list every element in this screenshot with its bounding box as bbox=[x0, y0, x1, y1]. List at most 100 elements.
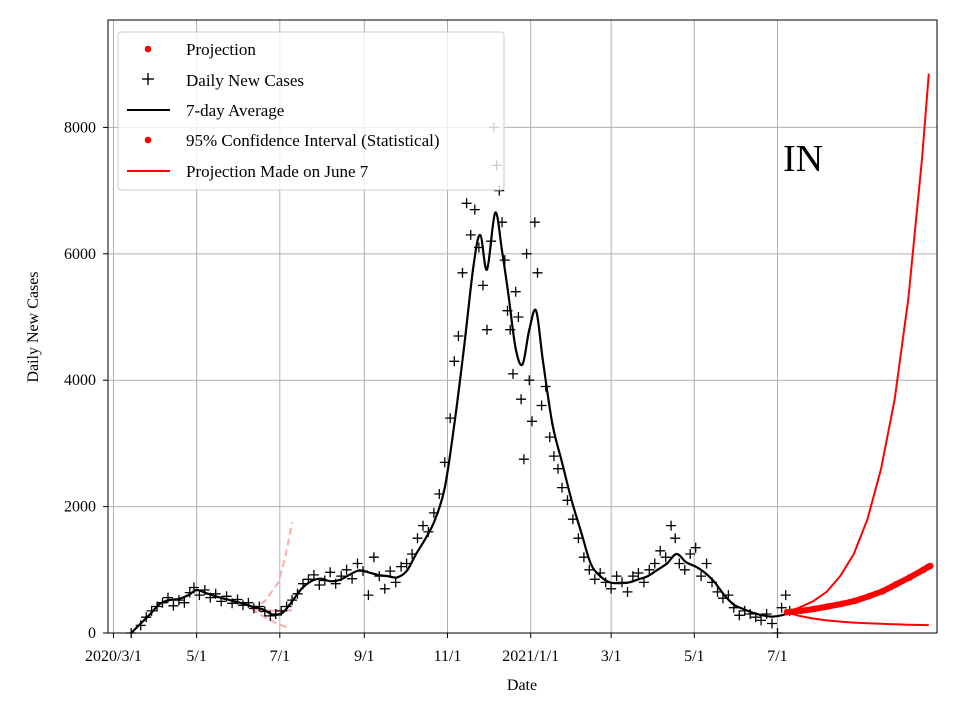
daily-case-point-49 bbox=[396, 561, 407, 572]
daily-case-point-113 bbox=[674, 558, 685, 569]
legend-projection-marker bbox=[144, 45, 152, 53]
daily-case-point-128 bbox=[756, 615, 767, 626]
daily-case-point-41 bbox=[352, 558, 363, 569]
daily-case-point-52 bbox=[412, 533, 423, 544]
daily-case-point-66 bbox=[478, 280, 488, 291]
daily-case-point-116 bbox=[690, 542, 701, 553]
projection-point-0 bbox=[783, 608, 791, 616]
projection-point-7 bbox=[879, 587, 886, 595]
y-tick-label-4: 8000 bbox=[64, 119, 96, 136]
daily-case-point-80 bbox=[518, 454, 529, 465]
y-tick-label-0: 0 bbox=[88, 625, 96, 642]
daily-case-point-111 bbox=[666, 520, 677, 531]
daily-case-point-40 bbox=[347, 573, 358, 584]
daily-case-point-109 bbox=[655, 545, 666, 556]
daily-case-point-12 bbox=[194, 590, 205, 601]
confidence-interval-lower-line bbox=[785, 611, 929, 627]
daily-case-point-110 bbox=[660, 552, 671, 563]
legend-seven-day-average-label: 7-day Average bbox=[186, 101, 284, 120]
y-tick-label-1: 2000 bbox=[64, 499, 96, 516]
daily-case-point-103 bbox=[622, 586, 633, 597]
daily-case-point-100 bbox=[606, 583, 617, 594]
x-tick-label-3: 9/1 bbox=[354, 648, 374, 665]
daily-case-point-44 bbox=[368, 552, 379, 563]
daily-case-point-39 bbox=[341, 564, 352, 575]
daily-case-point-90 bbox=[553, 463, 563, 474]
daily-case-point-86 bbox=[536, 400, 547, 411]
daily-case-point-9 bbox=[179, 597, 190, 608]
daily-case-point-85 bbox=[532, 267, 543, 278]
daily-case-point-83 bbox=[527, 416, 537, 427]
y-axis-label: Daily New Cases bbox=[25, 271, 42, 382]
daily-case-point-91 bbox=[557, 482, 567, 493]
legend-june-projection-label: Projection Made on June 7 bbox=[186, 162, 369, 181]
daily-case-point-34 bbox=[314, 580, 325, 590]
legend-confidence-interval-marker bbox=[144, 136, 152, 144]
x-tick-label-2: 7/1 bbox=[270, 648, 290, 665]
projection-point-4 bbox=[838, 600, 845, 608]
x-axis-label: Date bbox=[507, 677, 537, 694]
projection-point-8 bbox=[892, 581, 900, 588]
daily-case-point-33 bbox=[308, 569, 319, 580]
daily-case-point-117 bbox=[696, 571, 707, 582]
daily-case-point-58 bbox=[445, 413, 456, 424]
x-tick-label-1: 5/1 bbox=[186, 648, 206, 665]
daily-case-point-124 bbox=[734, 610, 745, 621]
daily-case-point-53 bbox=[418, 520, 428, 531]
x-tick-label-8: 7/1 bbox=[767, 648, 787, 665]
daily-case-point-36 bbox=[325, 567, 336, 578]
daily-case-point-115 bbox=[685, 549, 696, 559]
daily-case-point-132 bbox=[776, 602, 787, 613]
daily-case-point-78 bbox=[513, 312, 524, 322]
daily-case-point-47 bbox=[385, 566, 396, 577]
earlier-projection-upper bbox=[250, 522, 294, 610]
y-tick-label-3: 6000 bbox=[64, 246, 96, 263]
projection-point-2 bbox=[810, 605, 818, 613]
daily-case-point-112 bbox=[670, 533, 681, 544]
daily-case-point-133 bbox=[780, 590, 791, 601]
projection-layer bbox=[783, 73, 934, 627]
daily-case-point-95 bbox=[578, 552, 589, 563]
daily-case-point-108 bbox=[649, 558, 660, 569]
plot-frame bbox=[107, 19, 938, 634]
projection-point-12 bbox=[926, 562, 934, 570]
daily-case-point-79 bbox=[516, 394, 527, 405]
daily-case-point-63 bbox=[465, 229, 476, 240]
daily-case-point-84 bbox=[529, 217, 540, 228]
ticks-layer: 2020/3/1 5/1 7/1 9/1 11/1 2021/1/1 3/1 5/1 7/1 0 2… bbox=[64, 119, 788, 665]
daily-case-point-61 bbox=[457, 267, 468, 278]
seven-day-average-layer bbox=[130, 211, 787, 634]
projection-point-9 bbox=[906, 574, 914, 581]
daily-case-point-60 bbox=[453, 331, 464, 341]
projection-point-6 bbox=[865, 593, 873, 600]
x-tick-label-6: 3/1 bbox=[601, 648, 621, 665]
daily-case-point-88 bbox=[544, 432, 555, 443]
y-tick-label-2: 4000 bbox=[64, 372, 96, 389]
daily-case-point-3 bbox=[146, 605, 157, 616]
daily-case-point-114 bbox=[679, 564, 690, 575]
x-tick-label-0: 2020/3/1 bbox=[85, 648, 142, 665]
daily-case-point-59 bbox=[449, 356, 460, 367]
legend-daily-cases-marker bbox=[142, 73, 154, 85]
daily-case-point-7 bbox=[168, 600, 179, 611]
x-tick-label-5: 2021/1/1 bbox=[502, 648, 559, 665]
daily-case-point-96 bbox=[584, 564, 595, 575]
daily-case-point-46 bbox=[379, 583, 390, 594]
projection-point-3 bbox=[824, 603, 832, 610]
daily-case-point-107 bbox=[644, 564, 655, 575]
daily-case-point-76 bbox=[508, 368, 518, 379]
daily-case-point-62 bbox=[461, 198, 472, 209]
legend-daily-cases-label: Daily New Cases bbox=[186, 71, 304, 90]
daily-case-point-97 bbox=[589, 574, 600, 585]
daily-case-point-129 bbox=[761, 609, 772, 619]
daily-case-point-64 bbox=[469, 204, 480, 215]
daily-case-point-50 bbox=[401, 558, 412, 569]
projection-point-5 bbox=[851, 597, 859, 605]
legend-box bbox=[117, 31, 505, 191]
daily-case-point-118 bbox=[701, 558, 712, 569]
daily-case-point-101 bbox=[611, 571, 622, 582]
daily-case-point-106 bbox=[638, 577, 649, 588]
daily-case-point-48 bbox=[390, 577, 401, 588]
